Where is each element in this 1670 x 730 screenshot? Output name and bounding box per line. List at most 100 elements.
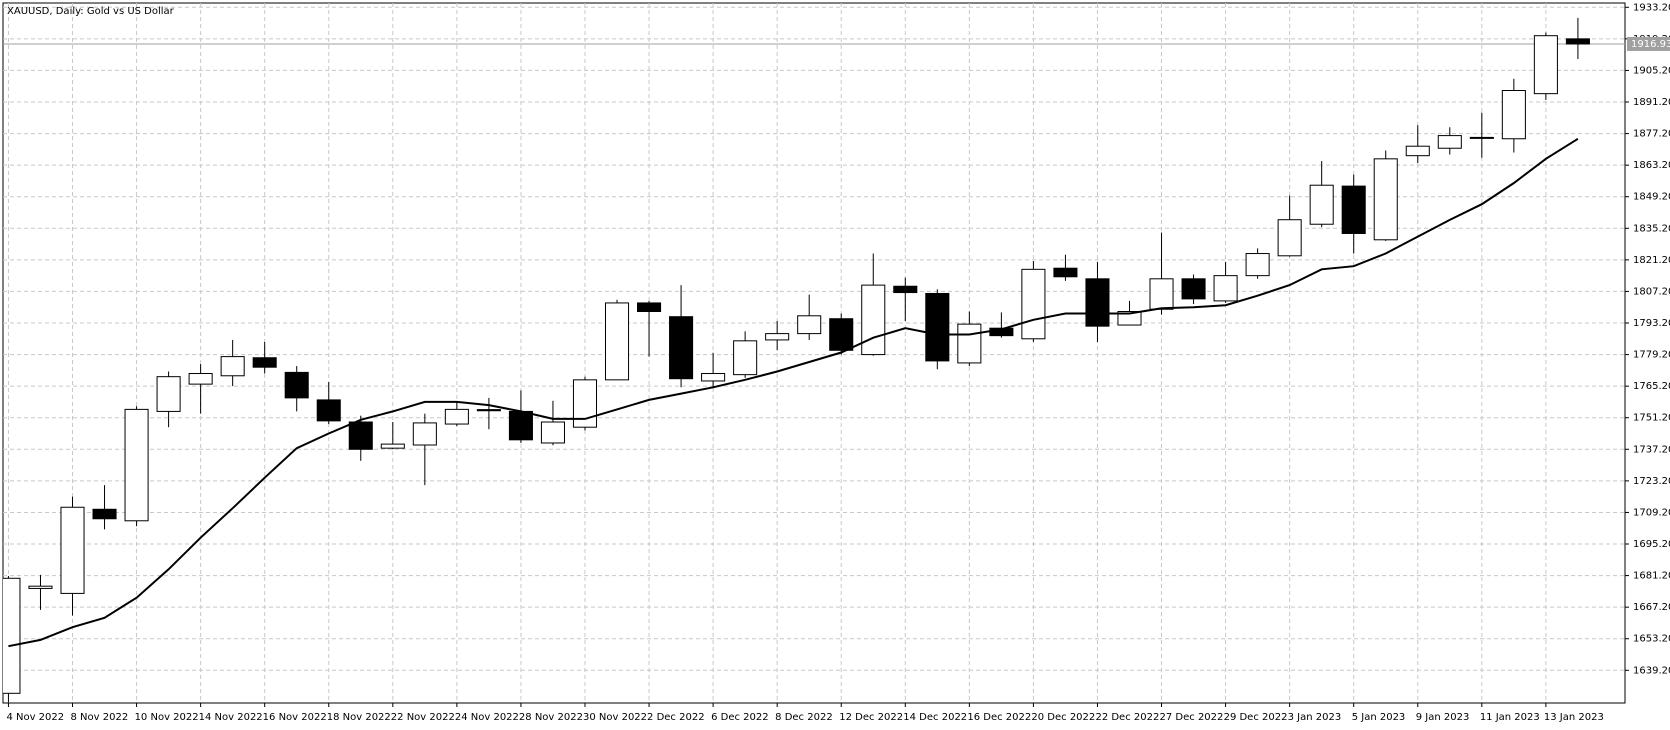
candle-body bbox=[925, 292, 950, 362]
candle-body bbox=[1245, 253, 1270, 277]
candle-body bbox=[1117, 311, 1142, 326]
candle-body bbox=[957, 323, 982, 364]
y-tick-label: 1905.20 bbox=[1633, 65, 1670, 76]
y-tick-label: 1667.20 bbox=[1633, 602, 1670, 613]
candle-body bbox=[1085, 278, 1110, 327]
moving-average-line bbox=[8, 137, 1579, 648]
chart-title: XAUUSD, Daily: Gold vs US Dollar bbox=[7, 6, 175, 17]
y-tick-label: 1891.20 bbox=[1633, 97, 1670, 108]
candle-body bbox=[861, 284, 886, 356]
candle-body bbox=[1373, 158, 1398, 241]
x-tick-label: 13 Jan 2023 bbox=[1544, 712, 1604, 723]
candle-body bbox=[1277, 219, 1302, 257]
candle-body bbox=[1565, 38, 1590, 45]
candle-body bbox=[348, 421, 373, 450]
x-tick-label: 14 Nov 2022 bbox=[199, 712, 263, 723]
x-tick-label: 24 Nov 2022 bbox=[455, 712, 519, 723]
candle-body bbox=[1213, 275, 1238, 302]
x-tick-label: 5 Jan 2023 bbox=[1352, 712, 1406, 723]
axes: 1639.20 1653.20 1667.20 1681.20 1695.20 1709.… bbox=[6, 2, 1670, 723]
candle-body bbox=[1149, 278, 1174, 310]
candle-body bbox=[284, 371, 309, 399]
candle-body bbox=[60, 506, 85, 594]
candle-body bbox=[1309, 184, 1334, 225]
candle-body bbox=[28, 585, 53, 589]
y-tick-label: 1849.20 bbox=[1633, 192, 1670, 203]
candle-body bbox=[3, 577, 21, 694]
x-tick-label: 3 Jan 2023 bbox=[1288, 712, 1342, 723]
x-tick-label: 12 Dec 2022 bbox=[839, 712, 903, 723]
x-tick-label: 30 Nov 2022 bbox=[583, 712, 647, 723]
candle-body bbox=[1053, 267, 1078, 278]
candle-body bbox=[1341, 185, 1366, 234]
candle-body bbox=[765, 333, 790, 341]
candle-body bbox=[797, 315, 822, 335]
candle-body bbox=[1501, 90, 1526, 140]
candle-body bbox=[669, 316, 694, 380]
candle-body bbox=[829, 318, 854, 351]
y-tick-label: 1779.20 bbox=[1633, 350, 1670, 361]
x-tick-label: 20 Dec 2022 bbox=[1031, 712, 1095, 723]
y-tick-label: 1877.20 bbox=[1633, 129, 1670, 140]
x-tick-label: 16 Dec 2022 bbox=[967, 712, 1031, 723]
x-tick-label: 29 Dec 2022 bbox=[1224, 712, 1288, 723]
y-tick-label: 1821.20 bbox=[1633, 255, 1670, 266]
x-tick-label: 18 Nov 2022 bbox=[327, 712, 391, 723]
candle-body bbox=[1469, 136, 1494, 139]
y-tick-label: 1681.20 bbox=[1633, 571, 1670, 582]
x-tick-label: 10 Nov 2022 bbox=[135, 712, 199, 723]
x-tick-label: 8 Nov 2022 bbox=[71, 712, 129, 723]
y-tick-label: 1863.20 bbox=[1633, 160, 1670, 171]
y-tick-label: 1653.20 bbox=[1633, 634, 1670, 645]
candle-body bbox=[316, 399, 341, 422]
y-tick-label: 1751.20 bbox=[1633, 413, 1670, 424]
candle-body bbox=[156, 376, 181, 412]
y-tick-label: 1933.20 bbox=[1633, 2, 1670, 13]
candle-body bbox=[1405, 145, 1430, 157]
candle-body bbox=[701, 373, 726, 382]
candle-body bbox=[1021, 268, 1046, 340]
candle-body bbox=[412, 422, 437, 446]
candle-body bbox=[380, 443, 405, 449]
y-tick-label: 1807.20 bbox=[1633, 286, 1670, 297]
candle-body bbox=[476, 409, 501, 412]
candle-body bbox=[1533, 35, 1558, 95]
x-tick-label: 6 Dec 2022 bbox=[711, 712, 769, 723]
candle-body bbox=[1181, 278, 1206, 300]
y-tick-label: 1737.20 bbox=[1633, 444, 1670, 455]
y-tick-label: 1709.20 bbox=[1633, 507, 1670, 518]
y-tick-label: 1723.20 bbox=[1633, 476, 1670, 487]
candle-body bbox=[1437, 135, 1462, 149]
x-tick-label: 16 Nov 2022 bbox=[263, 712, 327, 723]
x-tick-label: 11 Jan 2023 bbox=[1480, 712, 1540, 723]
y-tick-label: 1835.20 bbox=[1633, 223, 1670, 234]
candle-body bbox=[540, 421, 565, 444]
candle-body bbox=[508, 410, 533, 441]
y-tick-label: 1793.20 bbox=[1633, 318, 1670, 329]
candle-body bbox=[604, 302, 630, 381]
x-tick-label: 14 Dec 2022 bbox=[903, 712, 967, 723]
plot-area bbox=[3, 17, 1625, 703]
x-tick-label: 22 Dec 2022 bbox=[1095, 712, 1159, 723]
plot-frame bbox=[2, 2, 1626, 704]
x-tick-label: 27 Dec 2022 bbox=[1160, 712, 1224, 723]
x-tick-label: 2 Dec 2022 bbox=[647, 712, 705, 723]
candle-body bbox=[572, 379, 598, 428]
y-tick-label: 1765.20 bbox=[1633, 381, 1670, 392]
candle-body bbox=[252, 357, 277, 368]
current-price-label: 1916.93 bbox=[1631, 39, 1670, 50]
x-tick-label: 8 Dec 2022 bbox=[775, 712, 833, 723]
x-tick-label: 9 Jan 2023 bbox=[1416, 712, 1470, 723]
candle-body bbox=[124, 408, 149, 522]
x-tick-label: 22 Nov 2022 bbox=[391, 712, 455, 723]
current-price-box bbox=[1627, 36, 1670, 51]
y-tick-label: 1695.20 bbox=[1633, 539, 1670, 550]
candle-body bbox=[733, 340, 758, 376]
x-tick-label: 4 Nov 2022 bbox=[6, 712, 64, 723]
candle-body bbox=[893, 285, 918, 294]
x-tick-label: 28 Nov 2022 bbox=[519, 712, 583, 723]
candle-body bbox=[220, 356, 245, 377]
candle-body bbox=[444, 408, 469, 425]
